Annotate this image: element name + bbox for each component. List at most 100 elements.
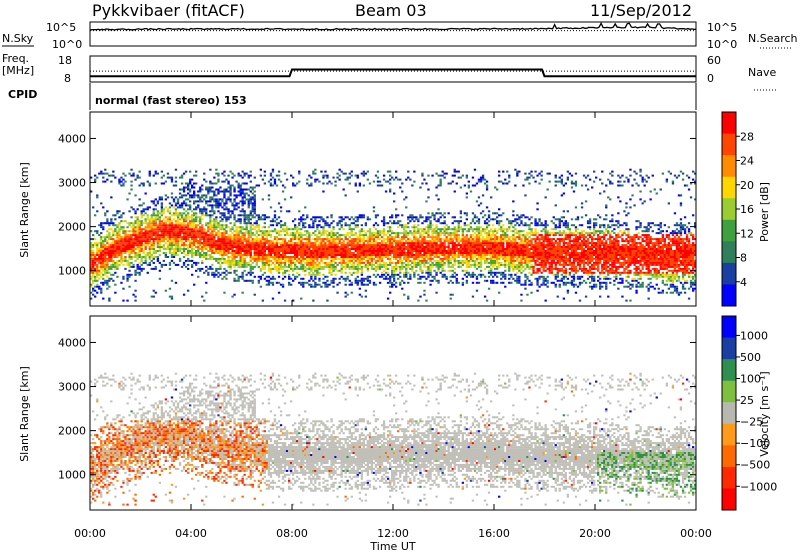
power-cell: [108, 258, 110, 260]
power-cell: [143, 262, 145, 264]
power-cell: [248, 234, 250, 236]
power-cell: [270, 244, 272, 246]
power-cell: [294, 256, 296, 258]
power-cell: [149, 232, 151, 234]
power-cell: [250, 181, 252, 183]
power-cell: [452, 270, 454, 272]
power-cell: [163, 226, 165, 228]
power-cell: [347, 248, 349, 250]
power-cell: [294, 242, 296, 244]
power-cell: [270, 234, 272, 236]
power-cell: [290, 264, 292, 266]
power-cell: [389, 228, 391, 230]
power-cell: [240, 189, 242, 191]
power-cell: [437, 248, 439, 250]
power-cell: [435, 230, 437, 232]
power-cell: [159, 246, 161, 248]
power-cell: [276, 240, 278, 242]
power-cell: [349, 226, 351, 228]
power-cell: [242, 193, 244, 195]
power-cell: [159, 240, 161, 242]
power-cell: [116, 236, 118, 238]
power-cell: [191, 210, 193, 212]
power-cell: [427, 272, 429, 274]
power-cell: [369, 262, 371, 264]
power-cell: [322, 282, 324, 284]
power-cell: [122, 258, 124, 260]
power-cell: [442, 175, 444, 177]
power-cell: [407, 298, 409, 300]
power-cell: [312, 272, 314, 274]
power-cell: [134, 220, 136, 222]
power-cell: [147, 238, 149, 240]
power-cell: [238, 191, 240, 193]
power-cell: [383, 250, 385, 252]
power-cell: [171, 228, 173, 230]
power-cell: [353, 258, 355, 260]
power-cell: [292, 280, 294, 282]
power-cell: [122, 252, 124, 254]
power-cell: [161, 171, 163, 173]
power-cell: [419, 266, 421, 268]
power-cell: [110, 218, 112, 220]
power-cell: [258, 248, 260, 250]
power-cell: [385, 262, 387, 264]
power-cell: [361, 296, 363, 298]
power-cell: [425, 254, 427, 256]
power-cell: [171, 260, 173, 262]
power-cell: [248, 220, 250, 222]
power-cell: [417, 262, 419, 264]
power-cell: [112, 246, 114, 248]
power-cell: [448, 242, 450, 244]
power-cell: [270, 236, 272, 238]
power-cell: [195, 224, 197, 226]
power-cell: [102, 222, 104, 224]
power-cell: [470, 234, 472, 236]
power-cell: [143, 240, 145, 242]
power-cell: [221, 248, 223, 250]
power-cell: [385, 181, 387, 183]
power-cell: [302, 252, 304, 254]
power-cell: [474, 246, 476, 248]
power-cell: [415, 226, 417, 228]
power-cell: [221, 238, 223, 240]
power-cell: [248, 272, 250, 274]
power-cell: [143, 208, 145, 210]
power-cell: [270, 246, 272, 248]
power-cell: [292, 262, 294, 264]
power-cell: [244, 220, 246, 222]
power-cell: [397, 226, 399, 228]
power-cell: [94, 254, 96, 256]
power-cell: [286, 230, 288, 232]
power-cell: [474, 256, 476, 258]
power-cell: [452, 175, 454, 177]
power-cell: [387, 246, 389, 248]
power-cell: [442, 238, 444, 240]
power-cell: [262, 262, 264, 264]
power-cell: [278, 175, 280, 177]
power-cell: [379, 234, 381, 236]
power-cell: [407, 262, 409, 264]
power-cell: [429, 216, 431, 218]
power-cell: [203, 208, 205, 210]
power-cell: [452, 238, 454, 240]
power-cell: [292, 183, 294, 185]
power-cell: [334, 238, 336, 240]
power-cell: [401, 268, 403, 270]
power-cell: [141, 183, 143, 185]
power-cell: [219, 258, 221, 260]
power-cell: [389, 258, 391, 260]
power-cell: [347, 244, 349, 246]
power-cell: [413, 232, 415, 234]
power-cell: [213, 210, 215, 212]
power-cell: [191, 252, 193, 254]
power-cell: [403, 262, 405, 264]
power-cell: [110, 248, 112, 250]
power-cell: [393, 266, 395, 268]
power-cell: [130, 185, 132, 187]
power-cell: [357, 258, 359, 260]
power-cell: [401, 238, 403, 240]
power-cell: [326, 175, 328, 177]
power-cell: [369, 232, 371, 234]
power-cell: [405, 270, 407, 272]
